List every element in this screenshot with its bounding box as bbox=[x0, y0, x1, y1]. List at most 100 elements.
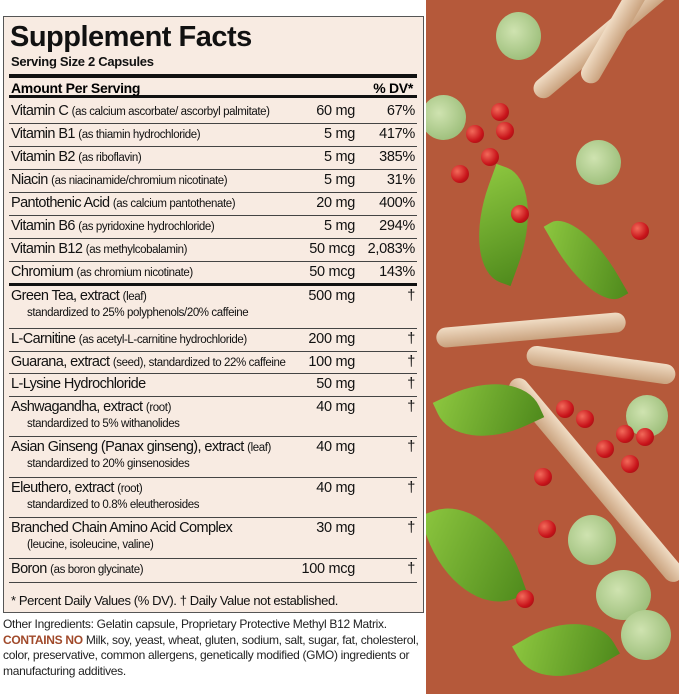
nutrient-detail: (as methylcobalamin) bbox=[85, 244, 188, 256]
nutrient-name-text: Branched Chain Amino Acid Complex bbox=[11, 520, 233, 536]
nutrient-name: Branched Chain Amino Acid Complex bbox=[11, 520, 233, 536]
nutrient-dv: 2,083% bbox=[367, 241, 416, 257]
nutrient-amount: 5 mg bbox=[323, 218, 355, 234]
nutrient-dv: 31% bbox=[386, 172, 415, 188]
nutrient-dv: 143% bbox=[379, 264, 415, 280]
nutrient-standardization: (leucine, isoleucine, valine) bbox=[27, 539, 154, 551]
nutrient-detail: (root) bbox=[117, 483, 143, 495]
nutrient-amount: 100 mg bbox=[308, 354, 355, 370]
nutrient-name: L-Carnitine (as acetyl-L-carnitine hydro… bbox=[11, 331, 247, 347]
nutrient-name-text: Vitamin C bbox=[11, 103, 69, 119]
nutrient-dv: † bbox=[407, 520, 415, 536]
nutrient-dv: 400% bbox=[379, 195, 415, 211]
other-ingredients: Other Ingredients: Gelatin capsule, Prop… bbox=[3, 617, 423, 679]
nutrient-name: Vitamin B2 (as riboflavin) bbox=[11, 149, 142, 165]
nutrient-amount: 60 mg bbox=[316, 103, 355, 119]
nutrient-name-text: Guarana, extract bbox=[11, 354, 110, 370]
nutrient-dv: 385% bbox=[379, 149, 415, 165]
nutrient-detail: (as boron glycinate) bbox=[50, 564, 144, 576]
nutrient-amount: 50 mg bbox=[316, 376, 355, 392]
nutrient-name-text: Vitamin B12 bbox=[11, 241, 83, 257]
nutrient-standardization: standardized to 25% polyphenols/20% caff… bbox=[27, 307, 249, 319]
nutrient-detail: (as calcium pantothenate) bbox=[112, 198, 236, 210]
nutrient-name: Vitamin C (as calcium ascorbate/ ascorby… bbox=[11, 103, 270, 119]
nutrient-detail: (as calcium ascorbate/ ascorbyl palmitat… bbox=[71, 106, 270, 118]
nutrient-amount: 40 mg bbox=[316, 480, 355, 496]
nutrient-name: Boron (as boron glycinate) bbox=[11, 561, 144, 577]
nutrient-dv: 67% bbox=[386, 103, 415, 119]
nutrient-detail: (root) bbox=[145, 402, 171, 414]
nutrient-name-text: Vitamin B2 bbox=[11, 149, 75, 165]
dv-header: % DV* bbox=[373, 80, 413, 96]
nutrient-table: Vitamin C (as calcium ascorbate/ ascorby… bbox=[9, 101, 417, 583]
nutrient-standardization: standardized to 5% withanolides bbox=[27, 418, 180, 430]
nutrient-name-text: Chromium bbox=[11, 264, 74, 280]
panel-title: Supplement Facts bbox=[10, 21, 252, 53]
nutrient-row: L-Carnitine (as acetyl-L-carnitine hydro… bbox=[9, 329, 417, 352]
nutrient-row: L-Lysine Hydrochloride 50 mg † bbox=[9, 374, 417, 397]
nutrient-amount: 500 mg bbox=[308, 288, 355, 304]
nutrient-name-text: Asian Ginseng (Panax ginseng), extract bbox=[11, 439, 244, 455]
nutrient-dv: † bbox=[407, 354, 415, 370]
nutrient-row: Ashwagandha, extract (root) standardized … bbox=[9, 397, 417, 437]
nutrient-name-text: Vitamin B6 bbox=[11, 218, 75, 234]
ingredients-photo bbox=[426, 0, 679, 694]
nutrient-name: Ashwagandha, extract (root) bbox=[11, 399, 171, 415]
nutrient-row: Asian Ginseng (Panax ginseng), extract (… bbox=[9, 437, 417, 478]
contains-no-label: CONTAINS NO bbox=[3, 632, 83, 647]
nutrient-detail: (as pyridoxine hydrochloride) bbox=[78, 221, 215, 233]
nutrient-amount: 100 mcg bbox=[301, 561, 355, 577]
nutrient-name-text: Ashwagandha, extract bbox=[11, 399, 143, 415]
nutrient-standardization: standardized to 0.8% eleutherosides bbox=[27, 499, 200, 511]
nutrient-amount: 200 mg bbox=[308, 331, 355, 347]
nutrient-name-text: L-Lysine Hydrochloride bbox=[11, 376, 146, 392]
nutrient-row: Guarana, extract (seed), standardized to… bbox=[9, 352, 417, 374]
nutrient-amount: 5 mg bbox=[323, 126, 355, 142]
nutrient-row: Niacin (as niacinamide/chromium nicotina… bbox=[9, 170, 417, 193]
nutrient-name: Asian Ginseng (Panax ginseng), extract (… bbox=[11, 439, 271, 455]
nutrient-dv: 294% bbox=[379, 218, 415, 234]
nutrient-name: Vitamin B6 (as pyridoxine hydrochloride) bbox=[11, 218, 215, 234]
nutrient-row: Vitamin B12 (as methylcobalamin) 50 mcg 2,… bbox=[9, 239, 417, 262]
nutrient-name-text: Boron bbox=[11, 561, 47, 577]
nutrient-name: Guarana, extract (seed), standardized to… bbox=[11, 354, 286, 370]
nutrient-detail: (leaf) bbox=[247, 442, 271, 454]
supplement-facts-panel: Supplement Facts Serving Size 2 Capsules… bbox=[3, 16, 424, 613]
other-ingredients-text: Other Ingredients: Gelatin capsule, Prop… bbox=[3, 617, 387, 631]
nutrient-name: L-Lysine Hydrochloride bbox=[11, 376, 146, 392]
nutrient-name-text: Eleuthero, extract bbox=[11, 480, 114, 496]
nutrient-name: Vitamin B12 (as methylcobalamin) bbox=[11, 241, 187, 257]
nutrient-amount: 5 mg bbox=[323, 172, 355, 188]
nutrient-row: Boron (as boron glycinate) 100 mcg † bbox=[9, 559, 417, 583]
nutrient-amount: 50 mcg bbox=[309, 264, 355, 280]
nutrient-dv: † bbox=[407, 439, 415, 455]
nutrient-name: Chromium (as chromium nicotinate) bbox=[11, 264, 193, 280]
nutrient-row: Vitamin C (as calcium ascorbate/ ascorby… bbox=[9, 101, 417, 124]
nutrient-dv: 417% bbox=[379, 126, 415, 142]
nutrient-dv: † bbox=[407, 331, 415, 347]
nutrient-amount: 40 mg bbox=[316, 399, 355, 415]
nutrient-dv: † bbox=[407, 399, 415, 415]
nutrient-row: Vitamin B1 (as thiamin hydrochloride) 5 m… bbox=[9, 124, 417, 147]
nutrient-name-text: L-Carnitine bbox=[11, 331, 76, 347]
nutrient-row: Pantothenic Acid (as calcium pantothenat… bbox=[9, 193, 417, 216]
nutrient-name-text: Pantothenic Acid bbox=[11, 195, 110, 211]
nutrient-amount: 40 mg bbox=[316, 439, 355, 455]
contains-no-text: Milk, soy, yeast, wheat, gluten, sodium,… bbox=[3, 632, 419, 678]
nutrient-dv: † bbox=[407, 480, 415, 496]
amount-per-serving-header: Amount Per Serving bbox=[11, 80, 141, 96]
nutrient-row: Vitamin B2 (as riboflavin) 5 mg 385% bbox=[9, 147, 417, 170]
nutrient-detail: (seed), standardized to 22% caffeine bbox=[112, 357, 286, 369]
nutrient-name-text: Niacin bbox=[11, 172, 48, 188]
nutrient-name: Green Tea, extract (leaf) bbox=[11, 288, 147, 304]
nutrient-detail: (leaf) bbox=[122, 291, 147, 303]
footnote: * Percent Daily Values (% DV). † Daily V… bbox=[11, 593, 339, 608]
nutrient-detail: (as thiamin hydrochloride) bbox=[78, 129, 201, 141]
nutrient-row: Green Tea, extract (leaf) standardized to… bbox=[9, 286, 417, 329]
nutrient-amount: 50 mcg bbox=[309, 241, 355, 257]
nutrient-detail: (as riboflavin) bbox=[78, 152, 142, 164]
nutrient-name: Vitamin B1 (as thiamin hydrochloride) bbox=[11, 126, 201, 142]
column-header: Amount Per Serving % DV* bbox=[9, 74, 417, 98]
nutrient-amount: 5 mg bbox=[323, 149, 355, 165]
nutrient-row: Chromium (as chromium nicotinate) 50 mcg 1… bbox=[9, 262, 417, 286]
